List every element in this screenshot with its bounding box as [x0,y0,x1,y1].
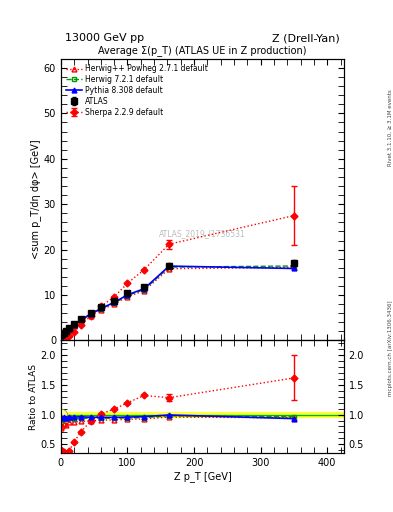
Text: 13000 GeV pp: 13000 GeV pp [65,33,144,44]
Herwig 7.2.1 default [72,322,77,328]
Herwig++ Powheg 2.7.1 default [66,327,71,333]
Line: Pythia 8.308 default: Pythia 8.308 default [59,264,296,338]
X-axis label: Z p_T [GeV]: Z p_T [GeV] [174,471,231,482]
Pythia 8.308 default [59,333,64,339]
Text: Rivet 3.1.10, ≥ 3.1M events: Rivet 3.1.10, ≥ 3.1M events [388,90,393,166]
Herwig 7.2.1 default [88,311,93,317]
Pythia 8.308 default [125,292,130,298]
Herwig++ Powheg 2.7.1 default [63,329,68,335]
Herwig 7.2.1 default [63,328,68,334]
Pythia 8.308 default [61,330,66,336]
Text: mcplots.cern.ch [arXiv:1306.3436]: mcplots.cern.ch [arXiv:1306.3436] [388,301,393,396]
Pythia 8.308 default [60,332,64,338]
Pythia 8.308 default [63,328,68,334]
Legend: Herwig++ Powheg 2.7.1 default, Herwig 7.2.1 default, Pythia 8.308 default, ATLAS: Herwig++ Powheg 2.7.1 default, Herwig 7.… [65,62,209,118]
Text: ATLAS_2019_I1736531: ATLAS_2019_I1736531 [159,229,246,238]
Herwig++ Powheg 2.7.1 default [61,331,66,337]
Pythia 8.308 default [66,326,71,332]
Herwig 7.2.1 default [125,292,130,298]
Herwig 7.2.1 default [292,263,296,269]
Pythia 8.308 default [99,305,103,311]
Herwig++ Powheg 2.7.1 default [112,301,117,307]
Herwig 7.2.1 default [99,306,103,312]
Herwig 7.2.1 default [59,333,64,339]
Pythia 8.308 default [88,311,93,317]
Pythia 8.308 default [79,316,83,323]
Herwig 7.2.1 default [60,332,64,338]
Herwig++ Powheg 2.7.1 default [167,266,171,272]
Herwig++ Powheg 2.7.1 default [99,307,103,313]
Herwig 7.2.1 default [66,326,71,332]
Y-axis label: Ratio to ATLAS: Ratio to ATLAS [29,364,38,430]
Bar [61,412,344,417]
Herwig 7.2.1 default [79,317,83,323]
Pythia 8.308 default [72,322,77,328]
Herwig++ Powheg 2.7.1 default [59,333,64,339]
Line: Herwig++ Powheg 2.7.1 default: Herwig++ Powheg 2.7.1 default [59,265,296,339]
Herwig++ Powheg 2.7.1 default [72,323,77,329]
Pythia 8.308 default [292,265,296,271]
Herwig 7.2.1 default [142,287,147,293]
Herwig 7.2.1 default [112,300,117,306]
Herwig 7.2.1 default [61,330,66,336]
Herwig++ Powheg 2.7.1 default [142,288,147,294]
Herwig 7.2.1 default [167,264,171,270]
Y-axis label: <sum p_T/dη dφ> [GeV]: <sum p_T/dη dφ> [GeV] [30,140,41,260]
Herwig++ Powheg 2.7.1 default [292,264,296,270]
Line: Herwig 7.2.1 default: Herwig 7.2.1 default [59,264,296,338]
Herwig++ Powheg 2.7.1 default [125,293,130,300]
Pythia 8.308 default [112,300,117,306]
Title: Average Σ(p_T) (ATLAS UE in Z production): Average Σ(p_T) (ATLAS UE in Z production… [98,46,307,56]
Herwig++ Powheg 2.7.1 default [60,332,64,338]
Herwig++ Powheg 2.7.1 default [79,318,83,324]
Pythia 8.308 default [167,263,171,269]
Pythia 8.308 default [142,286,147,292]
Text: Z (Drell-Yan): Z (Drell-Yan) [272,33,340,44]
Herwig++ Powheg 2.7.1 default [88,313,93,319]
